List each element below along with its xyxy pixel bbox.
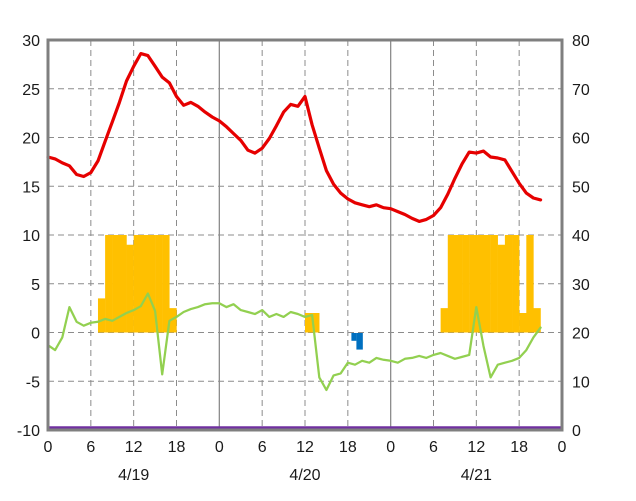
y-left-tick-label: 10 xyxy=(22,228,40,245)
sunshine-bars xyxy=(469,235,477,333)
sunshine-bars xyxy=(490,235,498,333)
y-left-tick-label: 20 xyxy=(22,131,40,148)
sunshine-bars xyxy=(476,235,484,333)
y-left-tick-label: -10 xyxy=(17,423,40,440)
sunshine-bars xyxy=(440,308,448,333)
sunshine-bars xyxy=(447,235,456,333)
y-right-tick-label: 20 xyxy=(572,326,590,343)
sunshine-bars xyxy=(162,235,170,333)
sunshine-bars xyxy=(126,244,134,333)
sunshine-bars xyxy=(526,235,534,333)
sunshine-bars xyxy=(533,308,541,333)
sunshine-bars xyxy=(112,235,120,333)
sunshine-bars xyxy=(462,235,470,333)
y-left-tick-label: -5 xyxy=(26,374,40,391)
sunshine-bars xyxy=(504,235,513,333)
day-label: 4/19 xyxy=(118,467,149,484)
plot-frame xyxy=(46,38,564,432)
x-tick-label: 6 xyxy=(86,439,95,456)
sunshine-bars xyxy=(312,313,320,333)
y-right-tick-label: 70 xyxy=(572,82,590,99)
x-tick-label: 18 xyxy=(510,439,528,456)
day-label: 4/21 xyxy=(461,467,492,484)
x-tick-label: 0 xyxy=(386,439,395,456)
sunshine-bars xyxy=(147,235,156,333)
sunshine-bars xyxy=(497,244,506,333)
precipitation-bars xyxy=(356,333,363,350)
x-tick-label: 0 xyxy=(44,439,53,456)
temperature-line xyxy=(46,51,543,223)
sunshine-bars xyxy=(119,235,127,333)
sunshine-bars xyxy=(140,235,149,333)
x-tick-label: 12 xyxy=(296,439,314,456)
day-label: 4/20 xyxy=(289,467,320,484)
sunshine-bars xyxy=(454,235,463,333)
y-right-tick-label: 50 xyxy=(572,179,590,196)
x-tick-label: 12 xyxy=(125,439,143,456)
sunshine-bars xyxy=(105,235,113,333)
y-right-tick-label: 30 xyxy=(572,277,590,294)
sunshine-bars xyxy=(519,313,527,333)
x-tick-label: 0 xyxy=(558,439,567,456)
green-line xyxy=(46,292,542,392)
sunshine-bars xyxy=(155,235,163,333)
sunshine-bars xyxy=(97,298,106,333)
sunshine-bars xyxy=(512,235,520,333)
sunshine-bars xyxy=(169,308,177,333)
x-tick-label: 0 xyxy=(215,439,224,456)
x-tick-label: 6 xyxy=(258,439,267,456)
y-right-tick-label: 80 xyxy=(572,33,590,50)
precipitation-bars xyxy=(351,333,357,341)
y-left-tick-label: 5 xyxy=(31,277,40,294)
x-tick-label: 6 xyxy=(429,439,438,456)
sunshine-bars xyxy=(483,235,491,333)
x-tick-label: 12 xyxy=(467,439,485,456)
x-tick-label: 18 xyxy=(339,439,357,456)
y-left-tick-label: 25 xyxy=(22,82,40,99)
x-tick-label: 18 xyxy=(168,439,186,456)
y-right-tick-label: 60 xyxy=(572,131,590,148)
y-right-tick-label: 10 xyxy=(572,374,590,391)
y-right-tick-label: 0 xyxy=(572,423,581,440)
y-left-tick-label: 0 xyxy=(31,326,40,343)
y-left-tick-label: 30 xyxy=(22,33,40,50)
sunshine-bars xyxy=(133,235,142,333)
y-left-tick-label: 15 xyxy=(22,179,40,196)
y-right-tick-label: 40 xyxy=(572,228,590,245)
sunshine-bars xyxy=(305,313,313,333)
